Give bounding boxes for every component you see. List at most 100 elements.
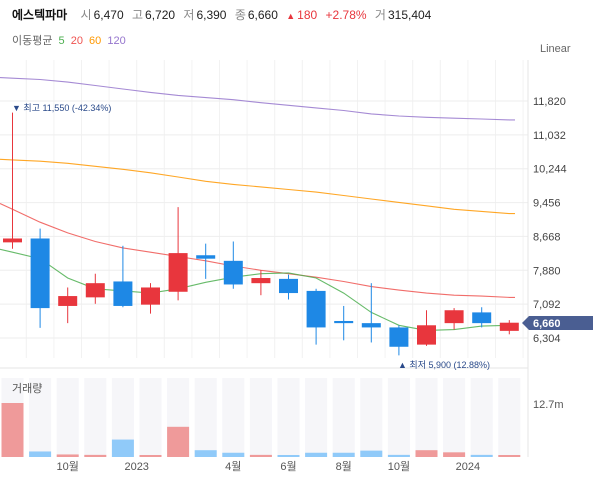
candle [251,270,271,296]
candle-body [444,310,464,324]
high-value: 6,720 [145,8,176,22]
ma-60-line [0,158,515,215]
candle [499,320,519,335]
stock-name[interactable]: 에스텍파마 [12,8,68,22]
candle-body [251,278,271,284]
y-tick-label: 8,668 [533,231,561,243]
x-tick-label: 6월 [280,460,296,473]
candle-body [196,255,216,259]
change-arrow-icon: ▲ [286,11,296,21]
high-label: 고 [131,8,144,22]
volume-bar [222,452,245,457]
x-tick-label: 8월 [336,460,352,473]
candle-body [472,312,492,324]
y-tick-label: 9,456 [533,198,561,210]
change-value: 180 [297,8,318,22]
ma-5-label[interactable]: 5 [58,35,65,47]
volume-bar [1,403,24,457]
volume-bar [29,451,52,457]
candle [417,310,436,346]
volume-bar [387,454,410,457]
volume-bar [84,454,107,457]
volume-column-bg [277,378,300,457]
volume-bar [194,450,217,457]
volume-column-bg [194,378,217,457]
current-price-value: 6,660 [533,318,561,330]
candle-body [85,283,105,298]
volume-bar [139,455,162,457]
x-tick-label: 2024 [456,461,480,473]
volume-column-bg [56,378,79,457]
candle-body [361,323,381,328]
candle-body [223,260,243,285]
volume-bar [277,455,300,457]
volume-bar [332,452,355,457]
candle [223,241,243,289]
volume-bar [305,452,328,457]
volume-bar [415,450,438,457]
close-value: 6,660 [247,8,278,22]
candle-body [30,238,50,309]
candle-body [113,281,133,306]
close-label: 종 [234,8,246,22]
high-annotation: ▼ 최고 11,550 (-42.34%) [12,103,111,113]
volume-axis-label: 12.7m [533,399,564,411]
volume-column-bg [332,378,355,457]
open-label: 시 [80,8,92,22]
ma-20-label[interactable]: 20 [70,35,83,47]
volume-column-bg [360,378,383,457]
volume-column-bg [84,378,107,457]
candle-body [168,253,188,292]
moving-average-label: 이동평균 [12,35,53,47]
candle [361,283,381,343]
candle-body [58,296,78,306]
candle [3,112,22,249]
ma-20-line [0,203,515,298]
low-value: 6,390 [196,8,227,22]
volume-bar [249,454,272,457]
volume-column-bg [470,378,493,457]
volume-column-bg [139,378,162,457]
candle [306,288,326,345]
candle [113,245,133,308]
ma-120-line [0,77,515,121]
price-header: 에스텍파마 시 6,470 고 6,720 저 6,390 종 6,660 ▲ 180 +… [12,6,436,24]
y-tick-label: 6,304 [533,333,561,345]
volume-bar [470,454,493,457]
x-tick-label: 4월 [225,460,241,473]
candle-body [279,278,298,294]
candle-body [3,238,22,243]
candle [141,283,160,314]
y-tick-label: 11,820 [533,96,566,108]
volume-bar [443,452,466,457]
candle [279,274,298,300]
scale-toggle-button[interactable]: Linear [540,43,571,55]
candle [472,307,492,328]
open-value: 6,470 [93,8,124,22]
volume-value: 315,404 [387,8,432,22]
candle [196,243,216,279]
ma-60-label[interactable]: 60 [89,35,102,47]
volume-bar [111,439,134,457]
volume-column-bg [498,378,521,457]
candle [85,273,105,304]
volume-bar [360,450,383,457]
low-label: 저 [183,8,195,22]
volume-column-bg [222,378,245,457]
y-tick-label: 7,880 [533,265,561,277]
candle-body [306,290,326,328]
x-tick-label: 10월 [57,460,79,473]
ma-120-label[interactable]: 120 [107,35,126,47]
volume-column-bg [305,378,328,457]
candle-body [334,320,354,324]
volume-column-bg [249,378,272,457]
volume-column-bg [111,378,134,457]
candle [334,305,354,341]
moving-average-legend[interactable]: 이동평균 5 20 60 120 [12,32,129,48]
x-tick-label: 2023 [124,461,148,473]
volume-column-bg [29,378,52,457]
candle [58,287,78,324]
candle [168,207,188,301]
x-tick-label: 10월 [388,460,410,473]
